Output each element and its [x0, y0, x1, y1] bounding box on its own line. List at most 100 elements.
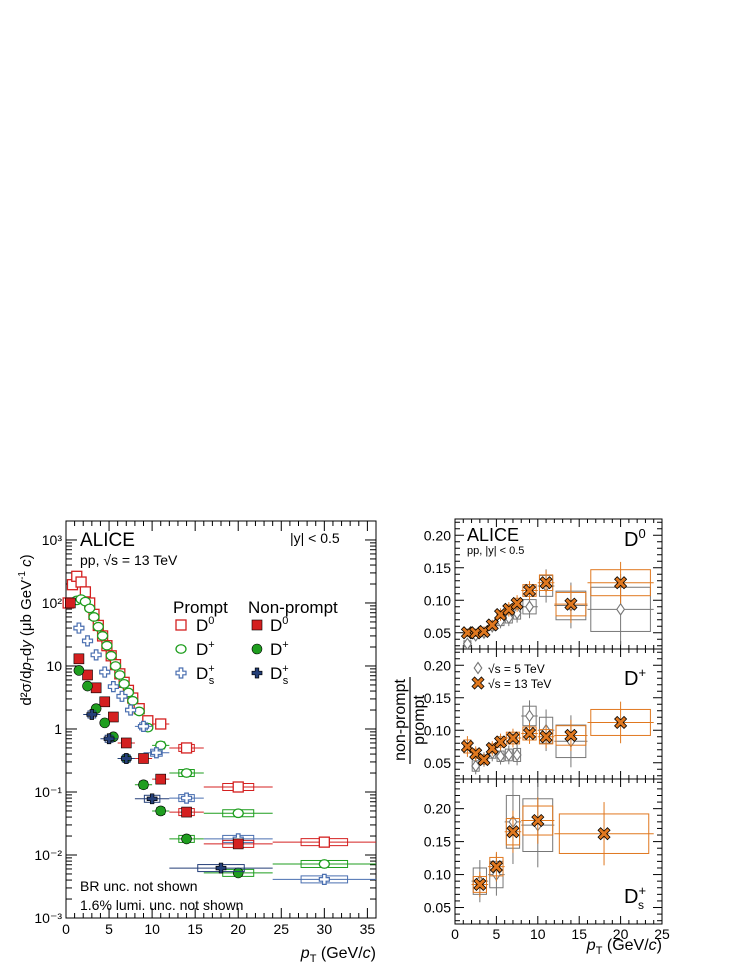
syst-box	[479, 755, 488, 764]
data-point	[522, 583, 537, 598]
right-y-axis-label: non-prompt prompt	[392, 677, 428, 764]
legend-species-label: D+ s	[270, 663, 289, 687]
data-point	[506, 825, 520, 839]
data-point	[525, 709, 534, 723]
legend-nonprompt-marker	[251, 619, 263, 631]
data-point	[90, 682, 102, 694]
x-tick-label: 5	[105, 921, 113, 937]
y-tick-label: 0.15	[424, 560, 451, 576]
data-point	[82, 669, 93, 681]
data-point	[86, 709, 98, 720]
syst-box	[496, 736, 505, 748]
syst-box	[505, 818, 521, 846]
syst-box	[463, 739, 472, 754]
data-point	[616, 602, 626, 616]
syst-box	[479, 627, 488, 636]
data-point	[504, 611, 514, 625]
data-point	[118, 678, 130, 689]
data-point	[512, 606, 522, 620]
data-point	[105, 650, 117, 661]
data-point	[73, 665, 85, 676]
y-tick-label: 0.05	[424, 900, 451, 916]
data-point	[155, 805, 167, 817]
left-x-axis-label: pT (GeV/c)	[300, 945, 376, 965]
data-point	[539, 730, 553, 744]
syst-box	[590, 569, 651, 597]
legend-prompt-header: Prompt	[173, 598, 228, 617]
right-ratio-panels: 0.05 0.10 0.15 0.20 0.05 0.10 0.15 0.20 0.05 0.10…	[392, 518, 670, 957]
data-point	[232, 838, 244, 850]
legend-species-label: D+ s	[196, 663, 215, 687]
data-point	[99, 717, 111, 729]
y-tick-label: 10³	[42, 532, 63, 548]
data-point	[232, 781, 244, 793]
x-tick-label: 25	[273, 921, 289, 937]
data-point	[525, 600, 534, 614]
syst-box	[522, 584, 537, 597]
data-point	[318, 859, 330, 869]
ratio-panel-ds-frame	[454, 778, 663, 925]
data-point	[564, 728, 578, 743]
data-point	[597, 827, 611, 841]
ratio-panel-ds-species-label: D+ s	[624, 883, 646, 912]
data-point	[96, 631, 109, 641]
br-note: BR unc. not shown	[80, 878, 198, 894]
left-experiment-label: ALICE	[80, 530, 135, 551]
data-point	[539, 576, 553, 590]
series-prompt-d-	[71, 594, 376, 869]
data-point	[531, 813, 545, 828]
syst-box	[522, 805, 554, 836]
syst-box	[538, 729, 554, 745]
y-tick-label: 10²	[42, 595, 63, 611]
data-point	[180, 792, 193, 804]
lumi-note: 1.6% lumi. unc. not shown	[80, 897, 243, 913]
series-prompt-ds-	[73, 622, 376, 885]
legend-prompt-marker	[175, 619, 187, 631]
syst-box	[496, 610, 505, 619]
data-point	[232, 867, 244, 879]
right-experiment-label: ALICE	[467, 525, 519, 545]
data-point	[462, 637, 472, 651]
ratio-series-13tev	[471, 797, 654, 898]
x-tick-label: 10	[530, 926, 546, 942]
right-axis-ticks: 0.05 0.10 0.15 0.20 0.05 0.10 0.15 0.20 0.05 0.10…	[424, 519, 670, 942]
data-point	[92, 621, 104, 632]
data-point	[155, 773, 167, 785]
left-data-marks	[62, 570, 376, 885]
data-point	[137, 720, 150, 732]
data-point	[138, 753, 149, 764]
data-point	[489, 860, 503, 874]
legend-prompt-marker	[175, 667, 187, 679]
y-tick-label: 10⁻³	[34, 910, 62, 926]
legend-prompt-marker	[175, 644, 187, 654]
data-point	[99, 696, 111, 708]
data-point	[232, 808, 244, 819]
legend-energy-13-label: √s = 13 TeV	[488, 677, 551, 691]
legend-nonprompt-marker	[251, 667, 263, 679]
data-point	[101, 640, 113, 651]
data-point	[150, 747, 163, 759]
syst-box	[558, 813, 650, 854]
data-point	[99, 666, 111, 678]
syst-box	[555, 591, 587, 617]
syst-box	[522, 726, 537, 741]
syst-box	[513, 597, 522, 610]
syst-box	[471, 748, 480, 759]
data-point	[82, 680, 93, 692]
y-tick-label: 0.10	[424, 722, 451, 738]
y-tick-label: 1	[54, 721, 62, 737]
data-point	[127, 695, 139, 706]
y-tick-label: 0.15	[424, 690, 451, 706]
data-point	[471, 759, 481, 773]
ratio-series-13tev	[460, 561, 654, 640]
data-point	[504, 748, 514, 762]
data-point	[107, 681, 119, 693]
data-point	[496, 749, 506, 763]
right-collision-label: pp, |y| < 0.5	[467, 545, 524, 557]
y-tick-label: 0.15	[424, 834, 451, 850]
data-point	[181, 806, 192, 818]
syst-box	[538, 574, 554, 592]
data-point	[180, 768, 193, 778]
data-point	[477, 752, 491, 767]
